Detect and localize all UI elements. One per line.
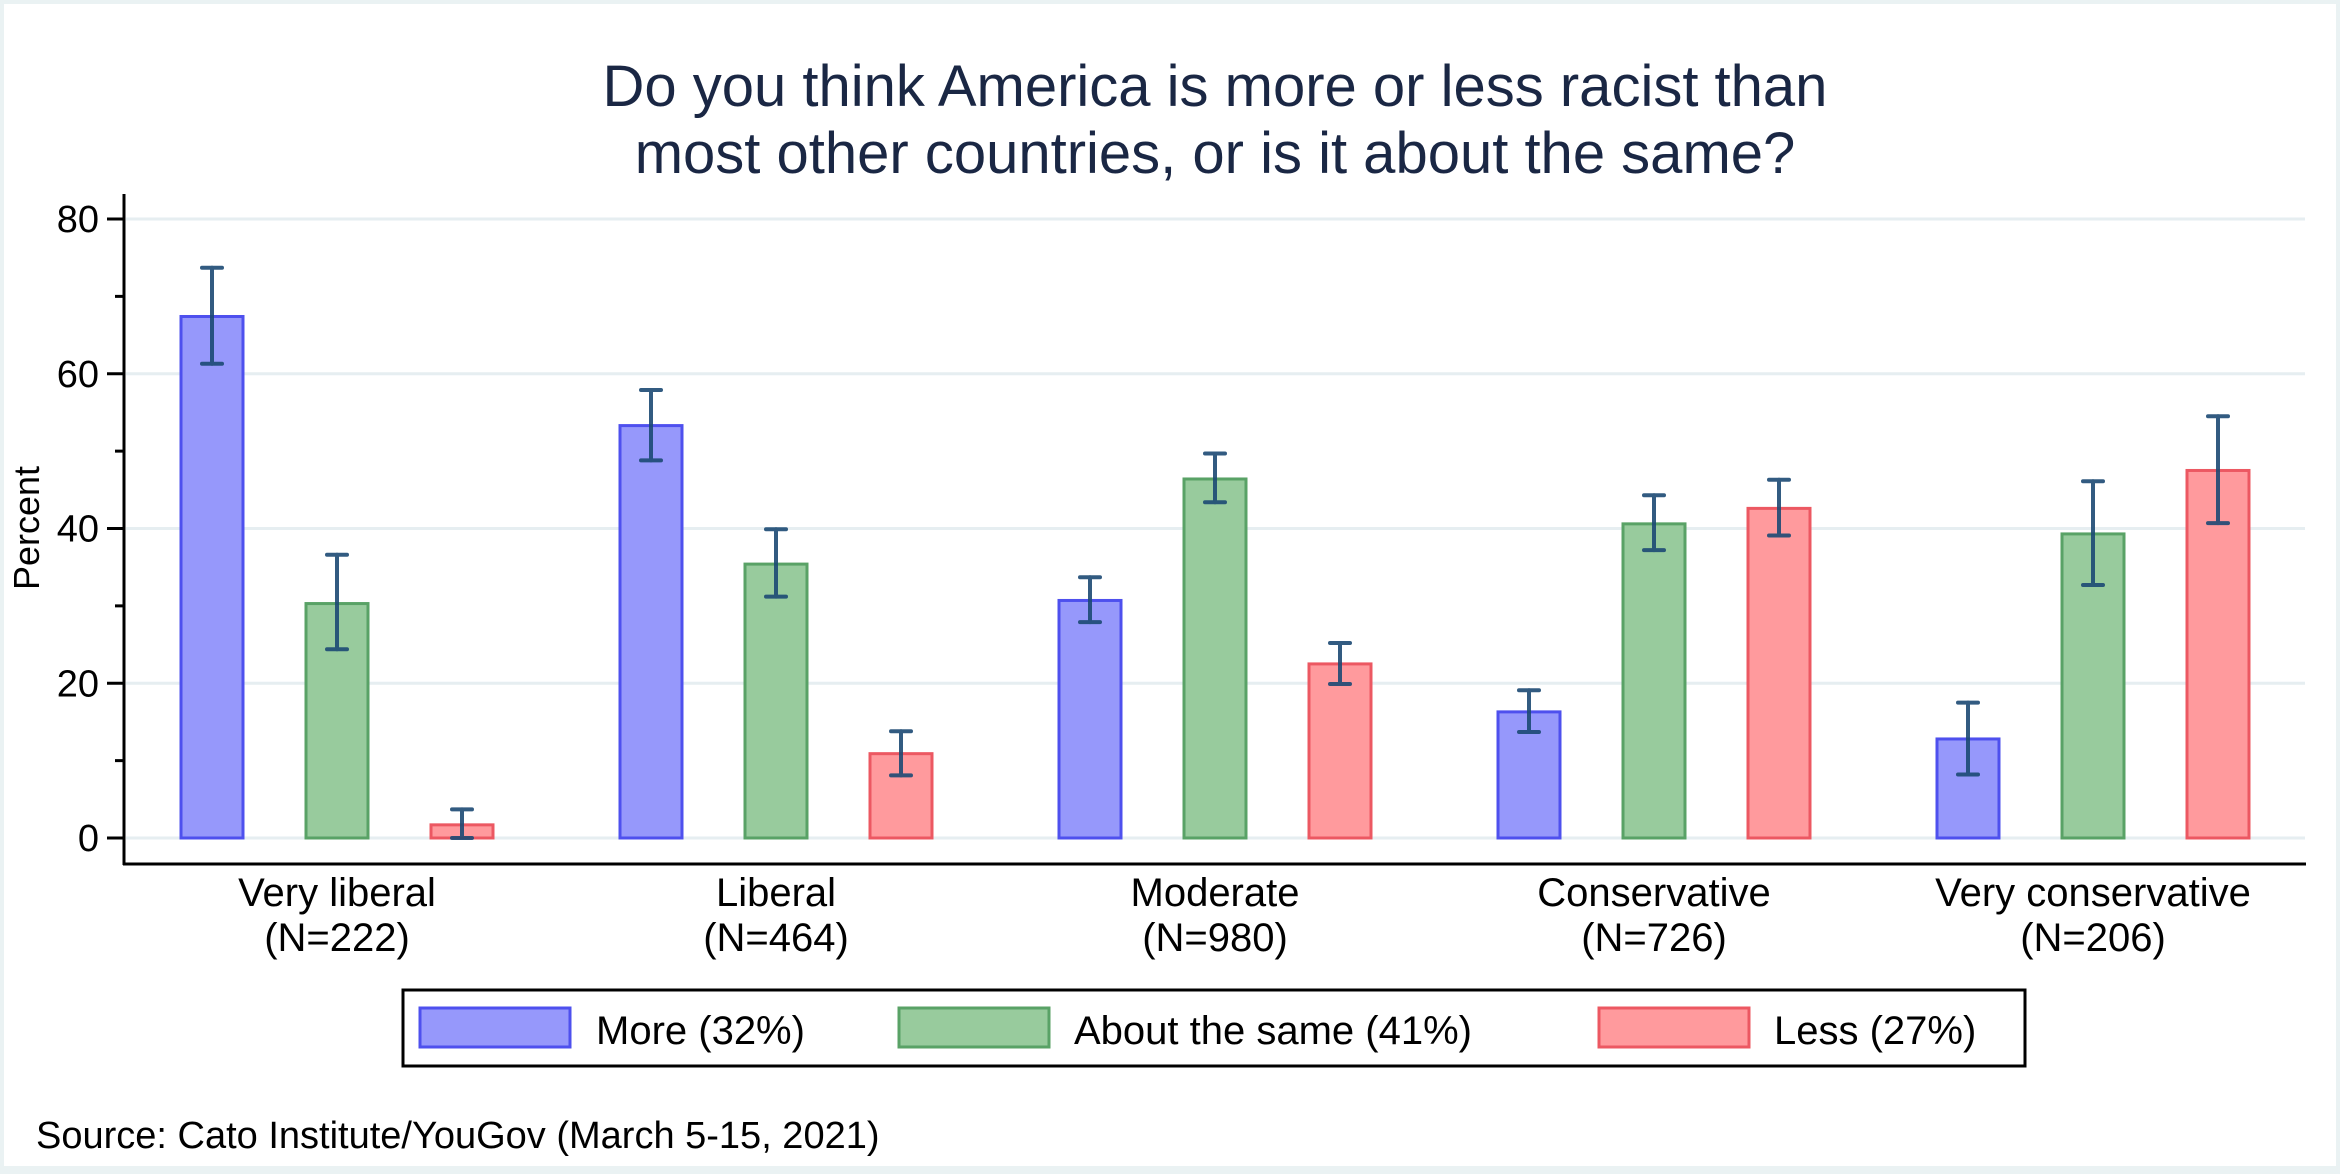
- x-tick-label-very-liberal: Very liberal: [238, 871, 436, 915]
- y-tick-label-60: 60: [57, 354, 99, 396]
- legend-swatch-less: [1597, 1006, 1751, 1049]
- bar-conservative-less: [1746, 506, 1812, 840]
- chart-title: Do you think America is more or less rac…: [603, 54, 1828, 186]
- legend-label-less: Less (27%): [1774, 1009, 1976, 1053]
- x-tick-label-very-conservative: Very conservative: [1935, 871, 2251, 915]
- error-bar-conservative-about-the-same: [1642, 493, 1666, 553]
- bar-liberal-more: [618, 424, 684, 840]
- bar-very-liberal-more: [179, 314, 245, 840]
- error-bar-conservative-more: [1517, 688, 1541, 734]
- legend-label-about-the-same: About the same (41%): [1074, 1009, 1472, 1053]
- error-bar-liberal-more: [639, 387, 663, 463]
- x-tick-sample-size-very-conservative: (N=206): [2020, 916, 2166, 960]
- error-bar-very-conservative-less: [2206, 414, 2230, 526]
- x-tick-label-moderate: Moderate: [1131, 871, 1300, 915]
- legend-box: [401, 988, 2027, 1068]
- y-tick-label-40: 40: [57, 509, 99, 551]
- error-bar-very-conservative-about-the-same: [2081, 479, 2105, 587]
- x-tick-label-conservative: Conservative: [1537, 871, 1770, 915]
- error-bar-liberal-about-the-same: [764, 527, 788, 599]
- y-tick-label-0: 0: [78, 818, 99, 860]
- x-tick-sample-size-moderate: (N=980): [1142, 916, 1288, 960]
- y-tick-label-20: 20: [57, 663, 99, 705]
- chart-title-line-1: Do you think America is more or less rac…: [603, 54, 1828, 119]
- x-tick-sample-size-liberal: (N=464): [703, 916, 849, 960]
- chart-svg: Do you think America is more or less rac…: [6, 54, 2306, 1157]
- error-bar-very-conservative-more: [1956, 700, 1980, 777]
- error-bar-moderate-less: [1328, 641, 1352, 687]
- x-tick-labels: Very liberal(N=222) Liberal(N=464) Moderat…: [238, 871, 2251, 960]
- x-tick-sample-size-conservative: (N=726): [1581, 916, 1727, 960]
- bar-moderate-about-the-same: [1182, 477, 1248, 840]
- y-tick-label-80: 80: [57, 199, 99, 241]
- error-bar-very-liberal-more: [200, 265, 224, 366]
- source-note: Source: Cato Institute/YouGov (March 5-1…: [36, 1115, 880, 1157]
- error-bar-moderate-about-the-same: [1203, 451, 1227, 505]
- bars: [179, 314, 2251, 840]
- error-bar-very-liberal-less: [450, 807, 474, 840]
- chart-frame: Do you think America is more or less rac…: [4, 4, 2336, 1166]
- legend-swatch-more: [418, 1006, 572, 1049]
- error-bar-moderate-more: [1078, 575, 1102, 625]
- y-ticks: 0 20 40 60 80: [57, 199, 124, 860]
- legend-swatch-about-the-same: [897, 1006, 1051, 1049]
- chart-title-line-2: most other countries, or is it about the…: [635, 121, 1796, 186]
- error-bar-liberal-less: [889, 729, 913, 778]
- bar-conservative-about-the-same: [1621, 522, 1687, 840]
- error-bar-very-liberal-about-the-same: [325, 552, 349, 652]
- legend: More (32%) About the same (41%) Less (27…: [401, 988, 2027, 1068]
- bar-moderate-less: [1307, 662, 1373, 840]
- legend-label-more: More (32%): [596, 1009, 805, 1053]
- bar-very-conservative-less: [2185, 468, 2251, 840]
- x-tick-label-liberal: Liberal: [716, 871, 836, 915]
- x-tick-sample-size-very-liberal: (N=222): [264, 916, 410, 960]
- bar-moderate-more: [1057, 598, 1123, 840]
- error-bar-conservative-less: [1767, 477, 1791, 538]
- bar-liberal-about-the-same: [743, 562, 809, 840]
- error-bars: [200, 265, 2230, 840]
- y-axis-title: Percent: [6, 466, 47, 590]
